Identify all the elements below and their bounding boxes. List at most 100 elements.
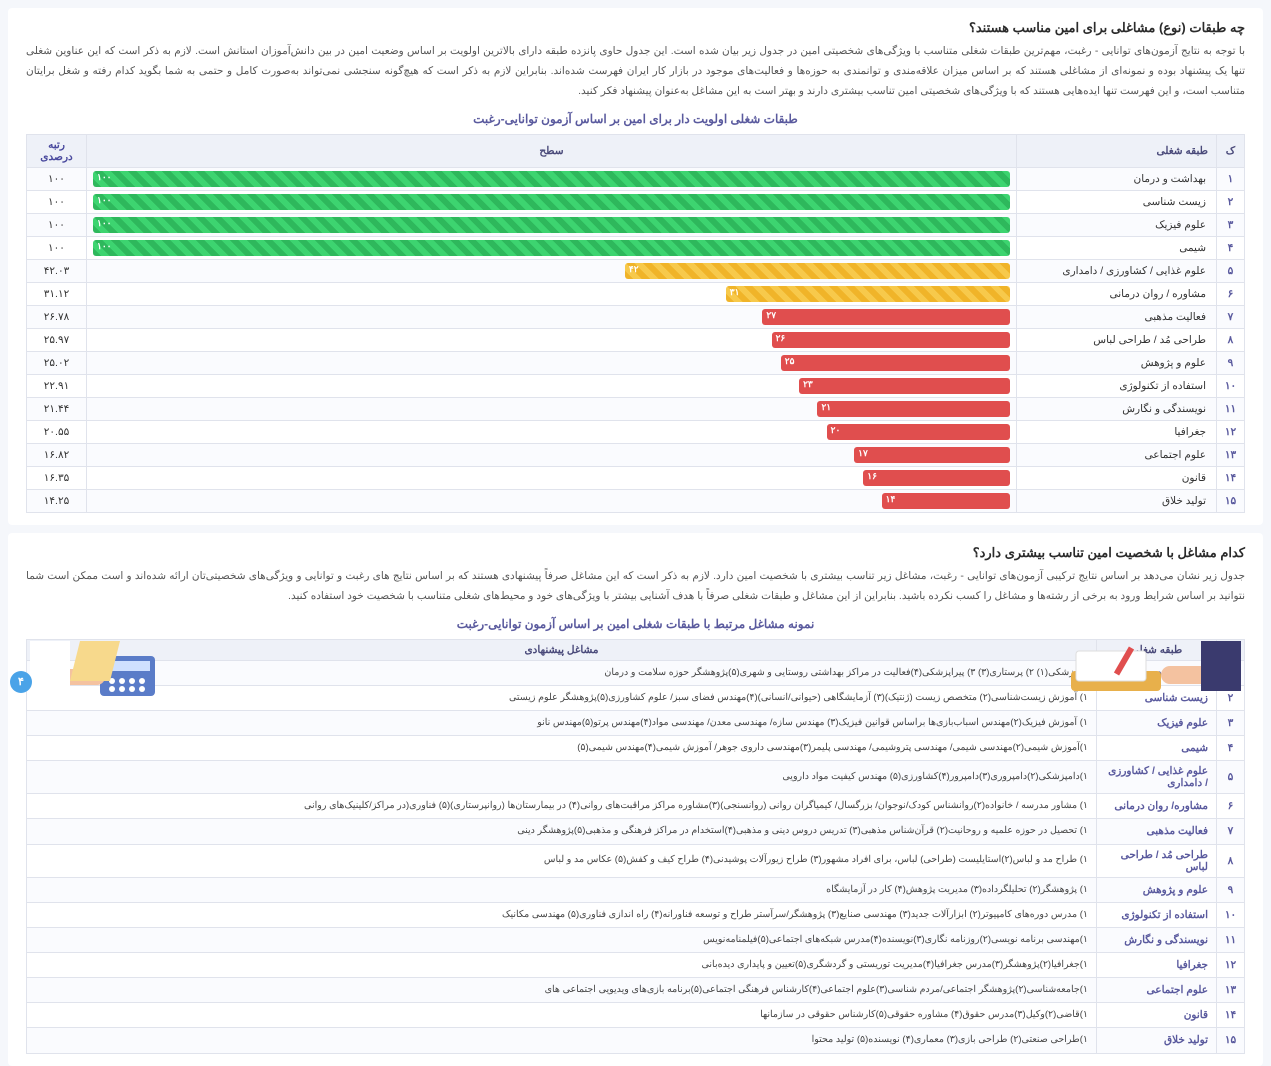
- th-k: ک: [1217, 134, 1245, 167]
- row-field: قانون: [1017, 466, 1217, 489]
- table-row: ۲زیست شناسی۱) آموزش زیست‌شناسی(۲) متخصص …: [27, 685, 1245, 710]
- row-field: نویسندگی و نگارش: [1097, 927, 1217, 952]
- row-bar: [87, 190, 1017, 213]
- table-row: ۸طراحی مُد / طراحی لباس ۲۵.۹۷: [27, 328, 1245, 351]
- row-jobs: ۱) مدرس دوره‌های کامپیوتر(۲) ابزارآلات ج…: [27, 902, 1097, 927]
- row-k: ۱: [1217, 660, 1245, 685]
- row-k: ۳: [1217, 213, 1245, 236]
- table-row: ۱۲جغرافیا۱)جغرافیا(۲)پژوهشگر(۳)مدرس جغرا…: [27, 952, 1245, 977]
- row-field: علوم اجتماعی: [1097, 978, 1217, 1003]
- row-field: زیست شناسی: [1097, 685, 1217, 710]
- th-pct: رتبه درصدی: [27, 134, 87, 167]
- row-field: طراحی مُد / طراحی لباس: [1017, 328, 1217, 351]
- row-pct: ۱۰۰: [27, 190, 87, 213]
- table-row: ۱۰استفاده از تکنولوژی۱) مدرس دوره‌های کا…: [27, 902, 1245, 927]
- table-row: ۵علوم غذایی / کشاورزی / دامداری ۴۲.۰۳: [27, 259, 1245, 282]
- row-field: علوم غذایی / کشاورزی / دامداری: [1017, 259, 1217, 282]
- row-field: نویسندگی و نگارش: [1017, 397, 1217, 420]
- row-pct: ۴۲.۰۳: [27, 259, 87, 282]
- row-pct: ۲۱.۴۴: [27, 397, 87, 420]
- row-k: ۱۳: [1217, 443, 1245, 466]
- row-k: ۱۵: [1217, 489, 1245, 512]
- row-field: علوم و پژوهش: [1097, 877, 1217, 902]
- row-k: ۲: [1217, 685, 1245, 710]
- row-bar: [87, 328, 1017, 351]
- row-k: ۲: [1217, 190, 1245, 213]
- row-k: ۱۰: [1217, 374, 1245, 397]
- table-row: ۷فعالیت مذهبی۱) تحصیل در حوزه علمیه و رو…: [27, 819, 1245, 844]
- table2-title: نمونه مشاغل مرتبط با طبقات شغلی امین بر …: [26, 617, 1245, 631]
- row-bar: [87, 443, 1017, 466]
- row-field: جغرافیا: [1017, 420, 1217, 443]
- row-k: ۸: [1217, 328, 1245, 351]
- row-pct: ۱۴.۲۵: [27, 489, 87, 512]
- row-bar: [87, 305, 1017, 328]
- row-field: قانون: [1097, 1003, 1217, 1028]
- row-bar: [87, 489, 1017, 512]
- row-k: ۱۱: [1217, 927, 1245, 952]
- table-row: ۱۴قانون۱۶.۳۵: [27, 466, 1245, 489]
- th-field: طبقه شغلی: [1017, 134, 1217, 167]
- row-k: ۱: [1217, 167, 1245, 190]
- row-jobs: ۱) طراح مد و لباس(۲)استایلیست (طراحی) لب…: [27, 844, 1097, 877]
- table-row: ۱بهداشت و درمان۱۰۰: [27, 167, 1245, 190]
- row-pct: ۱۶.۸۲: [27, 443, 87, 466]
- row-field: مشاوره/ روان درمانی: [1097, 794, 1217, 819]
- row-k: ۷: [1217, 819, 1245, 844]
- row-field: علوم اجتماعی: [1017, 443, 1217, 466]
- row-bar: [87, 397, 1017, 420]
- row-bar: [87, 374, 1017, 397]
- row-field: فعالیت مذهبی: [1097, 819, 1217, 844]
- table-row: ۳علوم فیزیک۱) آموزش فیزیک(۲)مهندس اسباب‌…: [27, 710, 1245, 735]
- row-bar: [87, 420, 1017, 443]
- row-pct: ۲۵.۹۷: [27, 328, 87, 351]
- table-row: ۱۱نویسندگی و نگارش۱)مهندسی برنامه نویسی(…: [27, 927, 1245, 952]
- row-bar: [87, 259, 1017, 282]
- row-field: استفاده از تکنولوژی: [1017, 374, 1217, 397]
- table-row: ۹علوم و پژوهش۲۵.۰۲: [27, 351, 1245, 374]
- row-jobs: ۱) مشاور مدرسه / خانواده(۲)روانشناس کودک…: [27, 794, 1097, 819]
- jobs-table: ک طبقه شغلی مشاغل پیشنهادی ۱بهداشت و درم…: [26, 639, 1245, 1054]
- section2-heading: کدام مشاغل با شخصیت امین تناسب بیشتری دا…: [26, 545, 1245, 561]
- table-row: ۶مشاوره/ روان درمانی۱) مشاور مدرسه / خان…: [27, 794, 1245, 819]
- row-jobs: ۱) آموزش فیزیک(۲)مهندس اسباب‌بازی‌ها برا…: [27, 710, 1097, 735]
- row-k: ۷: [1217, 305, 1245, 328]
- table-row: ۱۳علوم اجتماعی ۱۶.۸۲: [27, 443, 1245, 466]
- row-field: مشاوره / روان درمانی: [1017, 282, 1217, 305]
- table-row: ۲زیست شناسی۱۰۰: [27, 190, 1245, 213]
- table-row: ۱۱نویسندگی و نگارش۲۱.۴۴: [27, 397, 1245, 420]
- row-bar: [87, 351, 1017, 374]
- row-field: طراحی مُد / طراحی لباس: [1097, 844, 1217, 877]
- row-field: علوم فیزیک: [1097, 710, 1217, 735]
- row-field: شیمی: [1097, 736, 1217, 761]
- row-k: ۱۰: [1217, 902, 1245, 927]
- row-pct: ۱۰۰: [27, 236, 87, 259]
- row-field: جغرافیا: [1097, 952, 1217, 977]
- row-jobs: ۱)طراحی صنعتی(۲) طراحی بازی(۳) معماری(۴)…: [27, 1028, 1097, 1053]
- row-bar: [87, 236, 1017, 259]
- row-field: استفاده از تکنولوژی: [1097, 902, 1217, 927]
- row-jobs: ۱)دامپزشکی(۲)دامپروری(۳)دامپرور(۴)کشاورز…: [27, 761, 1097, 794]
- row-k: ۹: [1217, 877, 1245, 902]
- th2-jobs: مشاغل پیشنهادی: [27, 639, 1097, 660]
- th2-k: ک: [1217, 639, 1245, 660]
- row-jobs: ۱) تحصیل در حوزه علمیه و روحانیت(۲) قرآن…: [27, 819, 1097, 844]
- row-field: تولید خلاق: [1017, 489, 1217, 512]
- row-k: ۱۳: [1217, 978, 1245, 1003]
- row-k: ۴: [1217, 236, 1245, 259]
- row-jobs: ۱)آموزش شیمی(۲)مهندسی شیمی/ مهندسی پتروش…: [27, 736, 1097, 761]
- table-row: ۷فعالیت مذهبی۲۶.۷۸: [27, 305, 1245, 328]
- row-jobs: ۱)جامعه‌شناسی(۲)پژوهشگر اجتماعی/مردم شنا…: [27, 978, 1097, 1003]
- row-pct: ۱۶.۳۵: [27, 466, 87, 489]
- row-k: ۸: [1217, 844, 1245, 877]
- row-pct: ۱۰۰: [27, 213, 87, 236]
- row-k: ۵: [1217, 259, 1245, 282]
- th2-field: طبقه شغلی: [1097, 639, 1217, 660]
- row-field: بهداشت و درمان: [1097, 660, 1217, 685]
- row-k: ۶: [1217, 794, 1245, 819]
- row-pct: ۳۱.۱۲: [27, 282, 87, 305]
- table-row: ۳علوم فیزیک۱۰۰: [27, 213, 1245, 236]
- row-k: ۱۲: [1217, 420, 1245, 443]
- row-pct: ۲۶.۷۸: [27, 305, 87, 328]
- row-pct: ۱۰۰: [27, 167, 87, 190]
